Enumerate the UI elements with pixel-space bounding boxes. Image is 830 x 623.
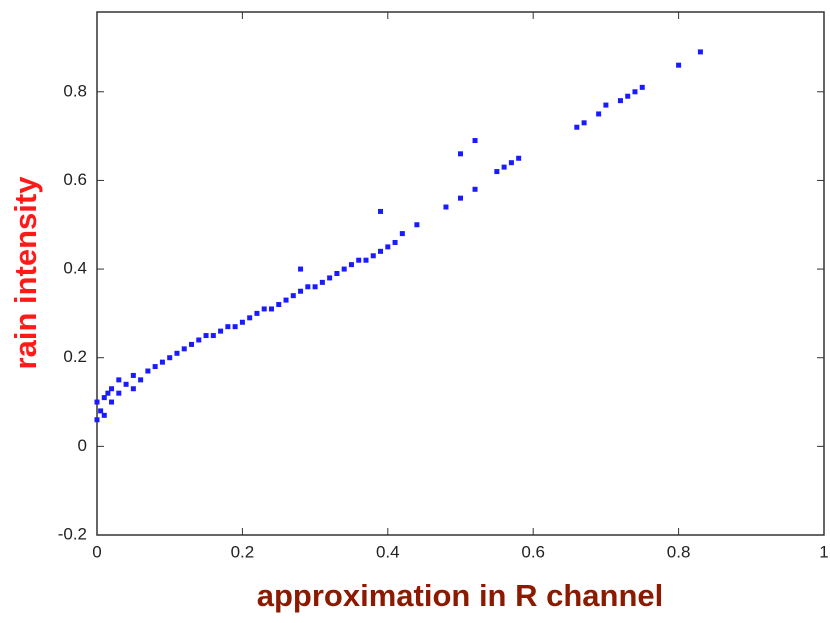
point [581,120,587,126]
point [247,315,253,321]
point [130,372,136,378]
point [414,222,420,228]
point [210,333,216,339]
point [109,399,115,405]
point [276,302,282,308]
point [152,364,158,370]
point [625,93,631,99]
y-tick-label: 0.2 [63,347,87,366]
point [348,262,354,268]
point [356,257,362,263]
point [174,350,180,356]
point [138,377,144,383]
point [399,231,405,237]
point [116,390,122,396]
point [378,208,384,214]
point [101,395,107,401]
point [203,333,209,339]
point [261,306,267,312]
point [181,346,187,352]
point [516,155,522,161]
y-tick-label: 0.8 [63,81,87,100]
point [508,160,514,166]
point [109,386,115,392]
point [319,279,325,285]
y-tick-label: 0.6 [63,170,87,189]
point [639,84,645,90]
point [392,239,398,245]
point [617,98,623,104]
point [370,253,376,259]
x-axis-title: approximation in R channel [257,578,664,613]
point [98,408,104,414]
x-tick-label: 0.2 [231,542,255,561]
point [697,49,703,55]
point [501,164,507,170]
point [378,248,384,254]
point [94,399,100,405]
point [341,266,347,272]
point [145,368,151,374]
point [167,355,173,361]
point [283,297,289,303]
point [458,195,463,201]
point [334,271,340,276]
point [123,381,129,387]
y-tick-label: 0 [78,436,87,455]
point [101,412,107,418]
point [312,284,318,290]
point [443,204,449,210]
point [458,151,463,157]
point [632,89,638,95]
point [298,288,304,294]
point [327,275,333,281]
point [218,328,224,334]
point [472,186,478,192]
point [494,169,500,175]
point [676,62,682,68]
point [239,319,245,325]
point [116,377,122,383]
plot-frame [96,11,825,536]
point [290,293,296,299]
y-tick-label: 0.4 [63,259,87,278]
point [363,257,369,263]
point [574,124,580,130]
x-tick-label: 0.8 [667,542,691,561]
y-axis-title: rain intensity [8,176,43,370]
point [94,417,100,423]
point [105,390,111,396]
point [268,306,274,312]
y-tick-label: -0.2 [58,524,87,543]
point [159,359,165,365]
point [130,386,136,392]
point [189,341,195,347]
point [225,324,231,330]
x-tick-label: 0.6 [521,542,545,561]
point [603,102,609,108]
point [254,310,260,316]
point [305,284,311,290]
point [298,266,304,272]
x-tick-label: 0 [92,542,101,561]
point [596,111,602,117]
point [196,337,202,343]
x-tick-label: 1 [819,542,828,561]
x-tick-label: 0.4 [376,542,400,561]
point [472,138,478,144]
point [385,244,391,250]
point [232,324,238,330]
